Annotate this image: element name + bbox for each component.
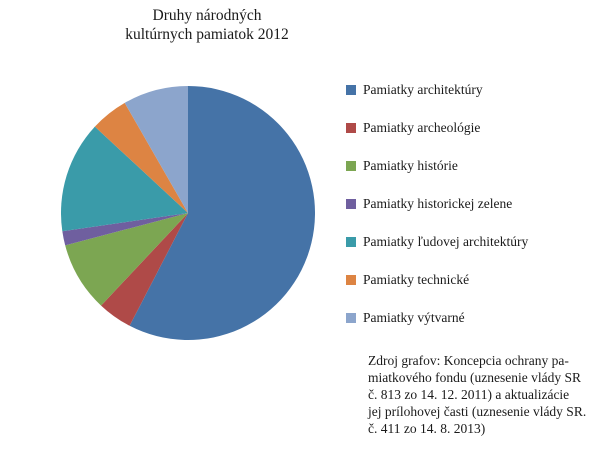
- legend-label: Pamiatky histórie: [363, 158, 458, 173]
- chart-title-line2: kultúrnych pamiatok 2012: [125, 26, 289, 43]
- source-note-line: Zdroj grafov: Koncepcia ochrany pa-: [368, 353, 569, 368]
- pie-slice-4: [61, 126, 188, 232]
- legend-label: Pamiatky technické: [363, 272, 470, 287]
- legend-label: Pamiatky architektúry: [363, 82, 483, 97]
- legend-swatch-icon: [346, 199, 356, 209]
- pie-slice-3: [62, 213, 188, 246]
- pie-slice-6: [124, 86, 188, 213]
- legend-item: Pamiatky architektúry: [346, 71, 576, 109]
- legend-label: Pamiatky ľudovej architektúry: [363, 234, 529, 249]
- legend-swatch-icon: [346, 161, 356, 171]
- legend-item: Pamiatky technické: [346, 261, 576, 299]
- pie-slice-2: [65, 213, 188, 306]
- source-note: Zdroj grafov: Koncepcia ochrany pa- miat…: [368, 352, 590, 437]
- legend-item: Pamiatky ľudovej architektúry: [346, 223, 576, 261]
- source-note-line: miatkového fondu (uznesenie vlády SR: [368, 370, 581, 385]
- source-note-line: jej prílohovej časti (uznesenie vlády SR…: [368, 404, 587, 419]
- legend-label: Pamiatky výtvarné: [363, 310, 465, 325]
- pie-slice-0: [129, 86, 315, 340]
- pie-slice-1: [101, 213, 188, 326]
- legend-swatch-icon: [346, 123, 356, 133]
- legend-item: Pamiatky archeológie: [346, 109, 576, 147]
- legend-swatch-icon: [346, 85, 356, 95]
- legend-item: Pamiatky výtvarné: [346, 299, 576, 337]
- legend-label: Pamiatky historickej zelene: [363, 196, 513, 211]
- chart-title-line1: Druhy národných: [152, 7, 262, 24]
- chart-title: Druhy národných kultúrnych pamiatok 2012: [27, 6, 387, 44]
- legend-swatch-icon: [346, 237, 356, 247]
- legend-swatch-icon: [346, 275, 356, 285]
- source-note-line: č. 813 zo 14. 12. 2011) a aktualizácie: [368, 387, 570, 402]
- legend-item: Pamiatky histórie: [346, 147, 576, 185]
- legend-swatch-icon: [346, 313, 356, 323]
- legend-item: Pamiatky historickej zelene: [346, 185, 576, 223]
- source-note-line: č. 411 zo 14. 8. 2013): [368, 421, 486, 436]
- legend-label: Pamiatky archeológie: [363, 120, 481, 135]
- pie-slice-5: [94, 102, 188, 213]
- pie-chart: [61, 86, 315, 340]
- legend: Pamiatky architektúry Pamiatky archeológ…: [346, 71, 576, 337]
